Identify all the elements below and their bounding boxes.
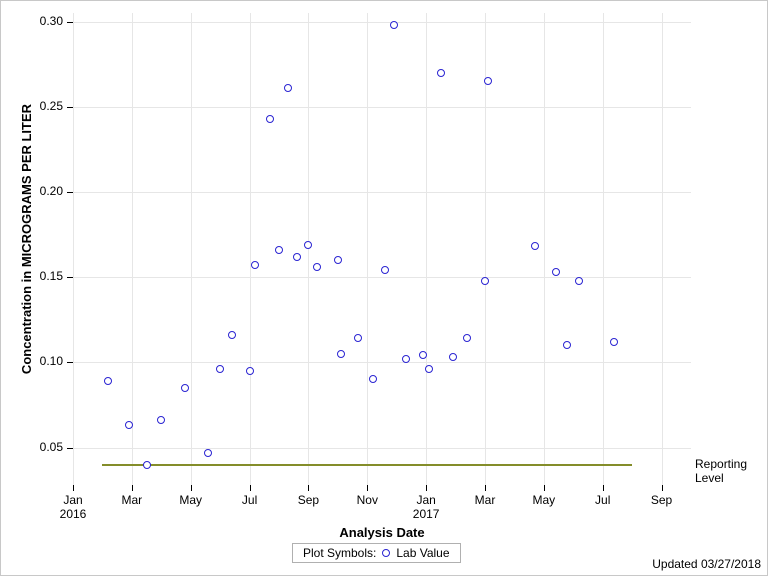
gridline-h [73,277,691,278]
gridline-v [73,13,74,485]
plot-area [73,13,691,485]
y-tick-label: 0.25 [40,99,63,113]
x-tick-mark [73,485,74,491]
x-tick-mark [662,485,663,491]
gridline-v [250,13,251,485]
gridline-h [73,192,691,193]
x-tick-label: Jul [230,493,270,507]
gridline-h [73,448,691,449]
x-tick-mark [191,485,192,491]
gridline-h [73,22,691,23]
reporting-level-label: Reporting Level [695,457,767,485]
data-point [181,384,189,392]
data-point [337,350,345,358]
y-tick-label: 0.30 [40,14,63,28]
lab-value-symbol-icon [382,549,390,557]
x-tick-mark [485,485,486,491]
legend-item-label: Lab Value [396,546,449,560]
footer-updated: Updated 03/27/2018 [652,557,761,571]
x-tick-label: Jul [583,493,623,507]
data-point [284,84,292,92]
x-tick-mark [132,485,133,491]
x-tick-mark [426,485,427,491]
x-tick-label: Mar [465,493,505,507]
gridline-v [426,13,427,485]
x-tick-label: Mar [112,493,152,507]
data-point [449,353,457,361]
y-tick-label: 0.15 [40,269,63,283]
x-tick-mark [603,485,604,491]
y-tick-label: 0.10 [40,354,63,368]
chart-frame: 0.05 0.10 0.15 0.20 0.25 0.30 Jan2016 Mar May Ju… [0,0,768,576]
gridline-v [308,13,309,485]
x-tick-label: Jan2016 [53,493,93,521]
data-point [246,367,254,375]
data-point [390,21,398,29]
x-tick-label: Jan2017 [406,493,446,521]
y-axis-label: Concentration in MICROGRAMS PER LITER [19,89,34,389]
x-tick-label: Nov [347,493,387,507]
data-point [204,449,212,457]
x-tick-mark [308,485,309,491]
x-tick-mark [250,485,251,491]
gridline-v [544,13,545,485]
gridline-h [73,107,691,108]
gridline-h [73,362,691,363]
data-point [481,277,489,285]
reporting-level-line [102,464,632,466]
x-tick-label: May [171,493,211,507]
x-axis-label: Analysis Date [73,525,691,540]
x-tick-label: Sep [288,493,328,507]
gridline-v [603,13,604,485]
x-tick-label: May [524,493,564,507]
x-tick-label: Sep [642,493,682,507]
y-tick-label: 0.05 [40,440,63,454]
y-tick-label: 0.20 [40,184,63,198]
x-tick-mark [367,485,368,491]
gridline-v [191,13,192,485]
data-point [402,355,410,363]
data-point [575,277,583,285]
x-tick-mark [544,485,545,491]
gridline-v [367,13,368,485]
gridline-v [132,13,133,485]
legend-title: Plot Symbols: [303,546,376,560]
gridline-v [662,13,663,485]
data-point [293,253,301,261]
legend: Plot Symbols: Lab Value [292,543,461,563]
data-point [143,461,151,469]
data-point [266,115,274,123]
data-point [552,268,560,276]
data-point [437,69,445,77]
data-point [275,246,283,254]
data-point [228,331,236,339]
data-point [334,256,342,264]
